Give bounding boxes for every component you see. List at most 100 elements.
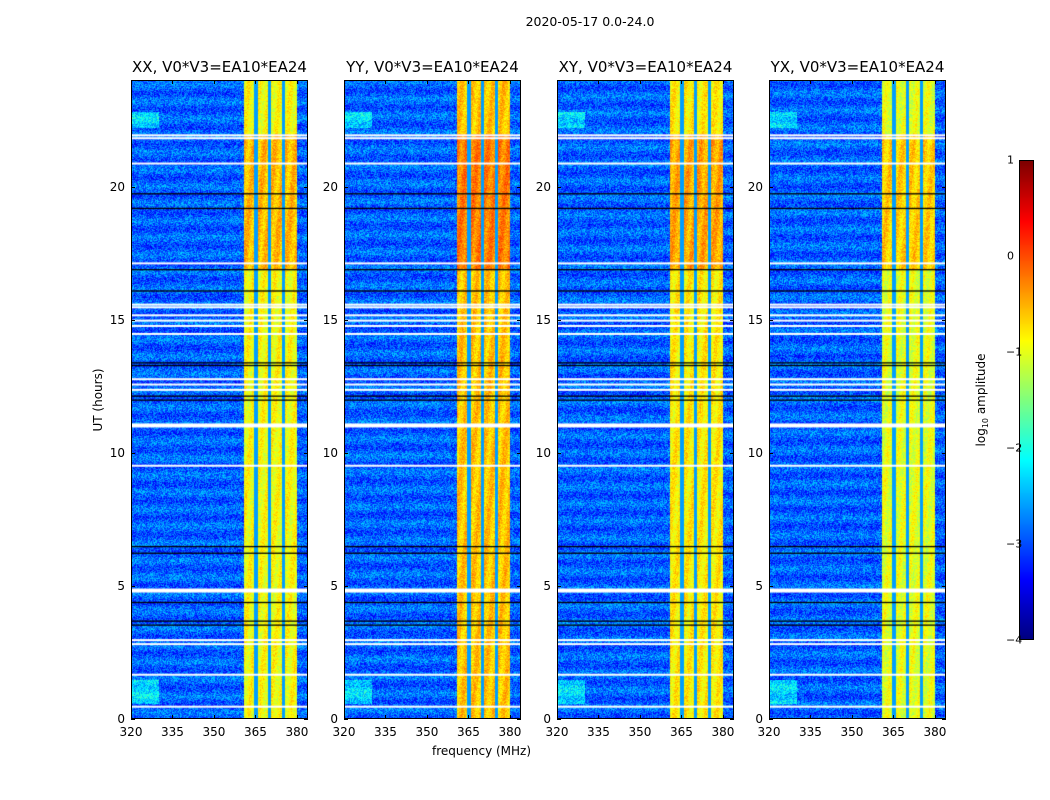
y-tick-mark xyxy=(557,186,561,188)
y-tick-label: 10 xyxy=(535,445,551,460)
y-tick-mark xyxy=(304,319,308,321)
x-tick-mark xyxy=(639,80,641,84)
y-tick-mark xyxy=(344,319,348,321)
y-tick-label: 10 xyxy=(747,445,763,460)
y-tick-mark xyxy=(344,186,348,188)
panel-title: YX, V0*V3=EA10*EA24 xyxy=(770,58,945,76)
x-tick-mark xyxy=(893,80,895,84)
x-tick-mark xyxy=(851,715,853,719)
x-tick-label: 320 xyxy=(332,725,356,739)
axes-frame xyxy=(131,80,308,719)
x-tick-label: 335 xyxy=(799,725,822,739)
colorbar-tick-label: −3 xyxy=(1006,537,1023,551)
x-tick-mark xyxy=(810,715,812,719)
x-tick-label: 350 xyxy=(415,725,439,739)
y-tick-label: 0 xyxy=(330,712,338,726)
y-tick-label: 5 xyxy=(330,578,338,593)
heatmap xyxy=(769,80,946,719)
x-tick-label: 320 xyxy=(119,725,143,739)
x-tick-label: 365 xyxy=(670,725,693,739)
y-tick-label: 20 xyxy=(535,179,551,194)
colorbar-label: log10 amplitude xyxy=(973,353,991,447)
x-tick-mark xyxy=(172,715,174,719)
x-tick-mark xyxy=(509,715,511,719)
x-tick-mark xyxy=(557,715,558,719)
x-tick-mark xyxy=(810,80,812,84)
x-tick-label: 350 xyxy=(840,725,864,739)
x-tick-mark xyxy=(131,80,132,84)
x-tick-mark xyxy=(468,715,470,719)
x-tick-label: 335 xyxy=(161,725,184,739)
y-tick-label: 5 xyxy=(543,578,551,593)
x-tick-mark xyxy=(426,715,428,719)
colorbar-tick-label: −2 xyxy=(1006,441,1023,455)
y-tick-label: 5 xyxy=(117,578,125,593)
y-tick-mark xyxy=(730,719,734,720)
y-tick-mark xyxy=(517,186,521,188)
y-tick-mark xyxy=(517,585,521,587)
y-tick-label: 0 xyxy=(755,712,763,726)
x-tick-mark xyxy=(385,80,387,84)
figure-title: 2020-05-17 0.0-24.0 xyxy=(525,14,655,29)
y-tick-mark xyxy=(769,452,773,454)
y-tick-mark xyxy=(517,319,521,321)
y-tick-mark xyxy=(344,719,348,720)
x-tick-mark xyxy=(557,80,558,84)
y-tick-mark xyxy=(557,319,561,321)
y-tick-mark xyxy=(942,452,946,454)
y-tick-mark xyxy=(517,452,521,454)
x-tick-mark xyxy=(598,80,600,84)
colorbar-tick-label: 0 xyxy=(1007,249,1014,263)
x-tick-mark xyxy=(131,715,132,719)
y-tick-mark xyxy=(304,719,308,720)
y-tick-mark xyxy=(517,719,521,720)
x-tick-mark xyxy=(722,80,724,84)
y-tick-mark xyxy=(769,585,773,587)
x-tick-mark xyxy=(769,715,770,719)
y-tick-mark xyxy=(769,319,773,321)
y-tick-mark xyxy=(942,186,946,188)
x-tick-mark xyxy=(681,715,683,719)
y-tick-mark xyxy=(730,186,734,188)
spectrogram-panel-2: YY, V0*V3=EA10*EA24 320 335 350 365 380 0 5 10 15… xyxy=(323,58,522,739)
x-tick-mark xyxy=(934,80,936,84)
x-tick-mark xyxy=(722,715,724,719)
colorbar-tick-label: −1 xyxy=(1006,345,1023,359)
colorbar xyxy=(1019,160,1034,640)
heatmap xyxy=(131,80,308,719)
x-tick-mark xyxy=(509,80,511,84)
panel-title: XX, V0*V3=EA10*EA24 xyxy=(132,58,307,76)
x-tick-mark xyxy=(255,80,257,84)
y-tick-label: 20 xyxy=(322,179,338,194)
x-tick-mark xyxy=(468,80,470,84)
axes-frame xyxy=(769,80,946,719)
x-tick-label: 365 xyxy=(882,725,905,739)
x-tick-mark xyxy=(598,715,600,719)
y-tick-label: 10 xyxy=(109,445,125,460)
y-tick-mark xyxy=(769,186,773,188)
x-tick-mark xyxy=(639,715,641,719)
axes-frame xyxy=(344,80,521,719)
y-tick-mark xyxy=(131,186,135,188)
spectrogram-panel-1: XX, V0*V3=EA10*EA24 320 335 350 365 380 0 5 10 15… xyxy=(110,58,309,739)
panel-title: YY, V0*V3=EA10*EA24 xyxy=(346,58,519,76)
x-tick-label: 365 xyxy=(457,725,480,739)
x-tick-label: 380 xyxy=(923,725,947,739)
x-tick-mark xyxy=(255,715,257,719)
y-tick-label: 15 xyxy=(109,312,125,327)
y-tick-mark xyxy=(942,719,946,720)
x-tick-mark xyxy=(213,80,215,84)
y-tick-label: 5 xyxy=(755,578,763,593)
y-tick-mark xyxy=(131,585,135,587)
x-tick-mark xyxy=(385,715,387,719)
y-tick-mark xyxy=(942,585,946,587)
spectrogram-panel-4: YX, V0*V3=EA10*EA24 320 335 350 365 380 0 5 10 15… xyxy=(748,58,947,739)
y-tick-label: 15 xyxy=(322,312,338,327)
x-tick-mark xyxy=(893,715,895,719)
y-tick-label: 15 xyxy=(535,312,551,327)
x-tick-label: 350 xyxy=(628,725,652,739)
x-tick-mark xyxy=(681,80,683,84)
x-tick-label: 320 xyxy=(545,725,569,739)
x-tick-mark xyxy=(296,715,298,719)
